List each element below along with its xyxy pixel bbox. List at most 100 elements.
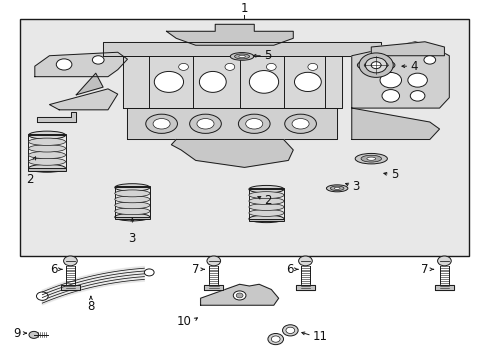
Ellipse shape — [360, 155, 381, 162]
Circle shape — [409, 91, 424, 101]
Circle shape — [266, 63, 276, 71]
Ellipse shape — [153, 118, 170, 129]
Circle shape — [267, 333, 283, 345]
Circle shape — [407, 73, 427, 87]
Ellipse shape — [115, 208, 150, 215]
Circle shape — [437, 256, 450, 266]
Circle shape — [178, 63, 188, 71]
Circle shape — [298, 256, 312, 266]
Circle shape — [236, 293, 243, 298]
Polygon shape — [76, 73, 103, 95]
Polygon shape — [351, 42, 448, 108]
Text: 10: 10 — [177, 315, 191, 328]
Bar — [248, 188, 284, 189]
Polygon shape — [295, 285, 314, 289]
Polygon shape — [166, 24, 293, 45]
Polygon shape — [35, 52, 127, 77]
Ellipse shape — [333, 187, 339, 189]
Circle shape — [92, 56, 104, 64]
Ellipse shape — [115, 184, 150, 191]
Polygon shape — [37, 112, 76, 122]
Bar — [248, 219, 284, 221]
Circle shape — [271, 336, 280, 342]
Circle shape — [358, 53, 392, 77]
Text: 8: 8 — [87, 300, 94, 313]
Ellipse shape — [370, 63, 381, 67]
Polygon shape — [171, 139, 293, 167]
Ellipse shape — [199, 71, 226, 93]
Ellipse shape — [234, 54, 249, 59]
Ellipse shape — [357, 59, 394, 71]
Circle shape — [365, 58, 386, 73]
Circle shape — [285, 327, 294, 333]
Polygon shape — [301, 266, 309, 285]
Text: 2: 2 — [264, 194, 271, 207]
Text: 5: 5 — [264, 49, 271, 62]
Ellipse shape — [326, 185, 347, 192]
Text: 7: 7 — [421, 263, 428, 276]
Ellipse shape — [364, 61, 387, 69]
Ellipse shape — [238, 55, 245, 58]
Ellipse shape — [28, 138, 65, 145]
Text: 4: 4 — [409, 60, 417, 73]
Text: 3: 3 — [351, 180, 358, 193]
Bar — [20, 19, 468, 256]
Text: 11: 11 — [312, 330, 327, 343]
Ellipse shape — [248, 215, 284, 222]
Polygon shape — [203, 285, 223, 289]
Ellipse shape — [28, 131, 65, 139]
Text: 7: 7 — [192, 263, 199, 276]
Polygon shape — [351, 108, 439, 139]
Circle shape — [370, 62, 380, 69]
Ellipse shape — [28, 164, 65, 172]
Ellipse shape — [291, 118, 308, 129]
Polygon shape — [103, 42, 380, 56]
Bar — [28, 134, 65, 135]
Circle shape — [307, 63, 317, 71]
Ellipse shape — [238, 114, 269, 133]
Circle shape — [282, 325, 298, 336]
Ellipse shape — [115, 196, 150, 203]
Text: 3: 3 — [128, 232, 136, 245]
Circle shape — [63, 256, 77, 266]
Text: 1: 1 — [240, 1, 248, 14]
Circle shape — [56, 59, 72, 70]
Ellipse shape — [248, 203, 284, 211]
Ellipse shape — [248, 198, 284, 204]
Polygon shape — [61, 285, 80, 289]
Polygon shape — [127, 108, 336, 139]
Bar — [28, 168, 65, 171]
Text: 5: 5 — [390, 168, 397, 181]
Text: 6: 6 — [50, 263, 57, 276]
Ellipse shape — [248, 192, 284, 199]
Ellipse shape — [248, 185, 284, 193]
Circle shape — [379, 72, 401, 88]
Ellipse shape — [294, 72, 321, 91]
Ellipse shape — [115, 202, 150, 209]
Circle shape — [29, 332, 39, 338]
Ellipse shape — [189, 114, 221, 133]
Ellipse shape — [154, 71, 183, 93]
Ellipse shape — [284, 114, 316, 133]
Ellipse shape — [115, 213, 150, 221]
Polygon shape — [66, 266, 75, 285]
Circle shape — [423, 56, 435, 64]
Ellipse shape — [28, 158, 65, 165]
Ellipse shape — [249, 71, 278, 93]
Text: 9: 9 — [14, 327, 21, 339]
Text: 6: 6 — [285, 263, 293, 276]
Polygon shape — [434, 285, 453, 289]
Circle shape — [37, 292, 48, 300]
Circle shape — [381, 90, 399, 102]
Bar — [115, 186, 150, 188]
Ellipse shape — [354, 153, 386, 164]
Circle shape — [144, 269, 154, 276]
Ellipse shape — [197, 118, 214, 129]
Circle shape — [206, 256, 220, 266]
Polygon shape — [370, 42, 444, 56]
Ellipse shape — [145, 114, 177, 133]
Ellipse shape — [248, 210, 284, 216]
Ellipse shape — [230, 53, 253, 60]
Ellipse shape — [28, 145, 65, 152]
Polygon shape — [209, 266, 218, 285]
